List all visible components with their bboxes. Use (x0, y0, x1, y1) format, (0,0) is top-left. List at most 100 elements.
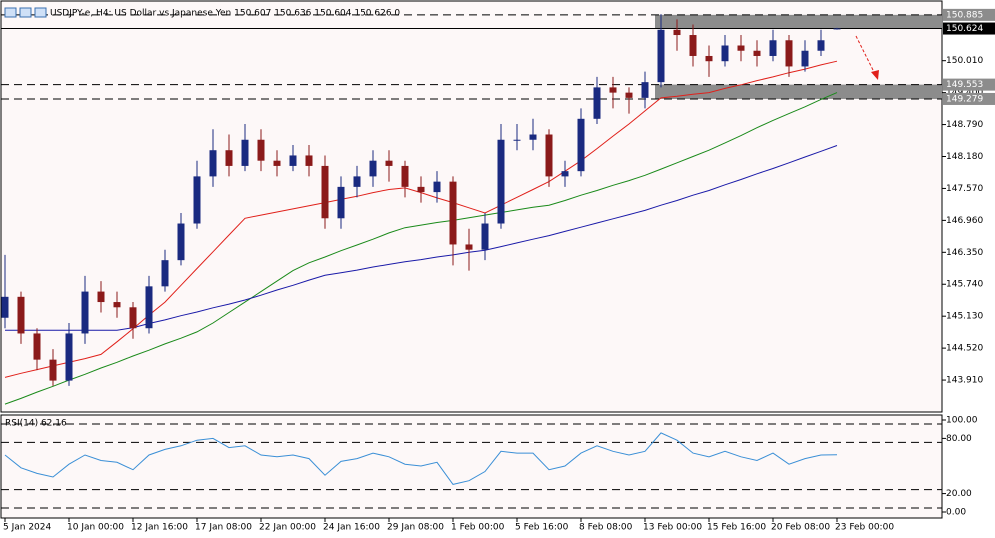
candle-body (401, 165, 409, 187)
candle-body (65, 333, 73, 381)
candle-body (1, 296, 9, 318)
level-label: 150.624 (946, 24, 983, 34)
candle-body (737, 45, 745, 51)
y-tick-label: 100.00 (946, 416, 978, 426)
x-tick-label: 5 Feb 16:00 (515, 523, 569, 533)
level-label: 149.279 (946, 94, 983, 104)
rsi-line (4, 432, 838, 485)
candle-body (97, 291, 105, 303)
chart-icon (19, 7, 32, 18)
chart-icon (34, 7, 47, 18)
candle-body (497, 139, 505, 224)
candle-body (129, 307, 137, 329)
x-tick-label: 10 Jan 00:00 (67, 523, 124, 533)
x-tick-label: 29 Jan 08:00 (387, 523, 444, 533)
candle-body (545, 134, 553, 177)
candle-body (641, 82, 649, 98)
candle-body (161, 260, 169, 287)
rsi-pane (0, 414, 943, 519)
candle-body (593, 87, 601, 119)
plot-layer: 150.010149.400148.790148.180147.570146.9… (1, 8, 995, 533)
candle-body (145, 286, 153, 329)
y-tick-label: 148.790 (946, 120, 983, 130)
y-tick-label: 150.010 (946, 56, 983, 66)
price-zone (655, 84, 942, 99)
candle-body (273, 160, 281, 166)
chart-icon (4, 7, 17, 18)
y-tick-label: 145.740 (946, 280, 983, 290)
candle-body (113, 302, 121, 308)
candle-body (561, 171, 569, 177)
moving-average (4, 92, 838, 405)
y-tick-label: 143.910 (946, 376, 983, 386)
candle-body (529, 134, 537, 140)
candle-body (305, 155, 313, 166)
candle-body (513, 139, 521, 141)
candle-body (81, 291, 89, 334)
candle-body (49, 359, 57, 381)
candle-body (753, 50, 761, 56)
level-label-box (943, 92, 995, 105)
x-tick-label: 13 Feb 00:00 (643, 523, 702, 533)
x-tick-label: 15 Feb 16:00 (707, 523, 766, 533)
candle-body (769, 40, 777, 56)
price-zone (655, 14, 942, 29)
candle-body (625, 92, 633, 98)
y-tick-label: 80.00 (946, 434, 972, 444)
candle-body (17, 296, 25, 334)
candle-body (289, 155, 297, 166)
x-tick-label: 24 Jan 16:00 (323, 523, 380, 533)
x-tick-label: 17 Jan 08:00 (195, 523, 252, 533)
level-label-box (943, 78, 995, 91)
candle-body (577, 118, 585, 172)
rsi-title: RSI(14) 62.16 (5, 419, 67, 429)
candle-body (209, 150, 217, 177)
forecast-arrow-head (871, 70, 879, 80)
candle-body (705, 55, 713, 62)
candle-body (417, 186, 425, 193)
candle-body (721, 45, 729, 62)
candle-body (433, 181, 441, 193)
candle-body (657, 29, 665, 83)
candle-body (833, 28, 841, 30)
candle-body (609, 87, 617, 93)
x-tick-label: 5 Jan 2024 (3, 523, 51, 533)
candle-body (689, 35, 697, 56)
candle-body (33, 333, 41, 360)
x-tick-label: 23 Feb 00:00 (835, 523, 894, 533)
y-tick-label: 148.180 (946, 152, 983, 162)
candle-body (385, 160, 393, 166)
candle-body (817, 40, 825, 51)
candle-body (481, 223, 489, 250)
x-tick-label: 12 Jan 16:00 (131, 523, 188, 533)
candle-body (225, 150, 233, 166)
candle-body (337, 186, 345, 219)
candle-body (369, 160, 377, 177)
level-label-box (943, 22, 995, 35)
candle-body (801, 50, 809, 67)
y-tick-label: 20.00 (946, 489, 972, 499)
candle-body (785, 40, 793, 67)
x-tick-label: 8 Feb 08:00 (579, 523, 633, 533)
level-label: 149.553 (946, 80, 983, 90)
moving-average (5, 145, 838, 331)
candle-body (321, 165, 329, 219)
chart-title: USDJPY-e, H4: US Dollar vs Japanese Yen … (50, 9, 400, 19)
candle-body (193, 176, 201, 224)
candle-body (177, 223, 185, 261)
candle-body (257, 139, 265, 161)
price-pane (0, 0, 943, 413)
x-tick-label: 22 Jan 00:00 (259, 523, 316, 533)
level-label-box (943, 8, 995, 21)
candle-body (673, 29, 681, 36)
y-tick-label: 144.520 (946, 344, 983, 354)
y-tick-label: 147.570 (946, 184, 983, 194)
y-tick-label: 145.130 (946, 312, 983, 322)
y-tick-label: 146.960 (946, 216, 983, 226)
candle-body (353, 176, 361, 187)
x-tick-label: 20 Feb 08:00 (771, 523, 830, 533)
y-tick-label: 146.350 (946, 248, 983, 258)
level-label: 150.885 (946, 10, 983, 20)
forecast-arrow (855, 35, 877, 77)
